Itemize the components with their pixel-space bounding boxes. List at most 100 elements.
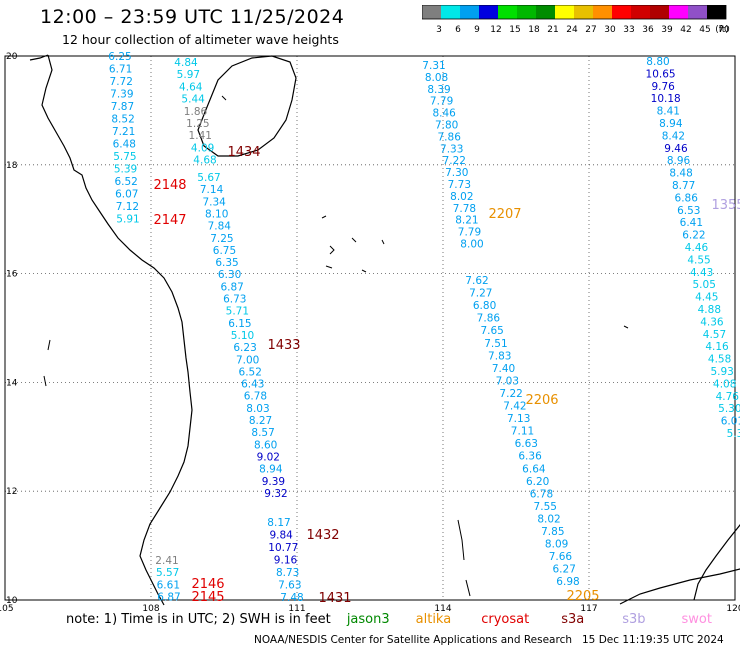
colorbar-label: 27: [585, 25, 596, 35]
swh-label: 4.36: [700, 316, 724, 328]
swh-label: 6.25: [108, 51, 131, 63]
swh-label: 7.85: [541, 526, 564, 538]
swh-label: 8.48: [669, 168, 692, 180]
pass-time-label: 2146: [191, 577, 224, 592]
swh-label: 6.87: [157, 592, 180, 604]
map-gridlines: [4, 55, 736, 601]
colorbar-label: 15: [509, 25, 520, 35]
colorbar-label: 24: [566, 25, 578, 35]
lon-tick-label: 105: [0, 604, 14, 614]
swh-label: 7.13: [507, 413, 530, 425]
swh-label: 6.63: [515, 438, 538, 450]
swh-label: 9.46: [664, 143, 688, 155]
swh-label: 1.86: [184, 106, 208, 118]
swh-label: 8.39: [427, 84, 450, 96]
swh-label: 8.42: [662, 130, 685, 142]
swh-label: 7.79: [430, 96, 453, 108]
swh-label: 6.78: [530, 488, 553, 500]
legend-note: note: 1) Time is in UTC; 2) SWH is in fe…: [66, 612, 331, 627]
swh-label: 8.02: [450, 191, 473, 203]
swh-label: 10.77: [268, 542, 298, 554]
colorbar-swatch: [669, 5, 688, 19]
pass-time-label: 2205: [566, 589, 599, 604]
swh-label: 8.94: [659, 118, 683, 130]
swh-label: 8.52: [111, 114, 134, 126]
swh-label: 6.75: [213, 245, 236, 257]
swh-label: 4.76: [716, 391, 740, 403]
swh-label: 8.41: [657, 106, 680, 118]
swh-label: 7.48: [280, 592, 303, 604]
swh-label: 7.27: [469, 288, 492, 300]
swh-label: 7.84: [208, 221, 232, 233]
swh-label: 7.86: [438, 131, 462, 143]
lat-tick-label: 16: [6, 270, 18, 280]
swh-label: 5.05: [693, 279, 716, 291]
swh-label: 7.73: [448, 179, 471, 191]
swh-label: 7.25: [210, 233, 233, 245]
swh-label: 5.75: [113, 151, 136, 163]
swh-label: 4.57: [703, 329, 726, 341]
lon-tick-label: 120: [726, 604, 740, 614]
swh-label: 7.39: [110, 89, 133, 101]
swh-label: 6.73: [223, 294, 246, 306]
pass-time-label: 1431: [318, 591, 351, 606]
swh-label: 7.62: [465, 275, 488, 287]
swh-label: 7.55: [534, 501, 557, 513]
swh-label: 5.44: [181, 94, 205, 106]
pass-time-label: 1433: [267, 338, 300, 353]
satellite-legend: jason3 altika cryosat s3a s3b swot: [335, 612, 712, 627]
colorbar-swatch: [441, 5, 460, 19]
colorbar-unit: (ft): [715, 25, 729, 35]
colorbar-swatch: [479, 5, 498, 19]
swh-label: 6.43: [241, 379, 264, 391]
swh-label: 7.22: [443, 155, 466, 167]
colorbar-label: 36: [642, 25, 654, 35]
gulf-coast-north: [29, 54, 49, 61]
swh-label: 6.23: [233, 342, 256, 354]
swh-label: 9.32: [264, 488, 287, 500]
swh-label: 6.48: [113, 139, 136, 151]
swh-label: 7.22: [499, 388, 522, 400]
colorbar-swatch: [631, 5, 650, 19]
satellite-swot: swot: [681, 612, 712, 627]
swh-label: 6.64: [522, 463, 546, 475]
swh-label: 4.58: [708, 354, 731, 366]
swh-label: 8.08: [425, 72, 448, 84]
swh-label: 5.71: [226, 306, 249, 318]
colorbar-label: 12: [490, 25, 501, 35]
swh-label: 7.78: [453, 203, 476, 215]
satellite-cryosat: cryosat: [481, 612, 530, 627]
swh-label: 4.43: [690, 267, 713, 279]
swh-label: 5.57: [156, 567, 179, 579]
swh-label: 9.02: [257, 451, 280, 463]
swh-label: 4.88: [698, 304, 721, 316]
swh-label: 5.39: [114, 164, 137, 176]
swh-label: 6.22: [682, 230, 705, 242]
swh-label: 7.21: [112, 126, 135, 138]
colorbar-label: 42: [680, 25, 691, 35]
swh-label: 7.31: [422, 60, 445, 72]
swh-label: 8.73: [276, 567, 299, 579]
swh-label: 7.63: [278, 580, 301, 592]
swh-label: 8.80: [646, 56, 669, 68]
colorbar-swatch: [593, 5, 612, 19]
colorbar-swatch: [498, 5, 517, 19]
swh-label: 9.84: [269, 530, 293, 542]
swh-label: 5.97: [177, 69, 200, 81]
colorbar-label: 33: [623, 25, 634, 35]
swh-label: 6.30: [218, 269, 241, 281]
swh-label: 4.45: [695, 292, 718, 304]
swh-label: 7.30: [445, 167, 468, 179]
swh-label: 4.08: [713, 378, 736, 390]
colorbar-swatch: [574, 5, 593, 19]
swh-label: 6.15: [228, 318, 251, 330]
swh-label: 6.78: [244, 391, 267, 403]
swh-label: 8.77: [672, 180, 695, 192]
swh-label: 8.46: [432, 108, 456, 120]
swh-label: 8.27: [249, 415, 272, 427]
pass-time-label: 1355: [711, 198, 740, 213]
swh-label: 4.84: [174, 57, 198, 69]
swh-label: 8.09: [545, 539, 568, 551]
swh-label: 10.18: [651, 93, 681, 105]
swh-label: 7.33: [440, 143, 463, 155]
